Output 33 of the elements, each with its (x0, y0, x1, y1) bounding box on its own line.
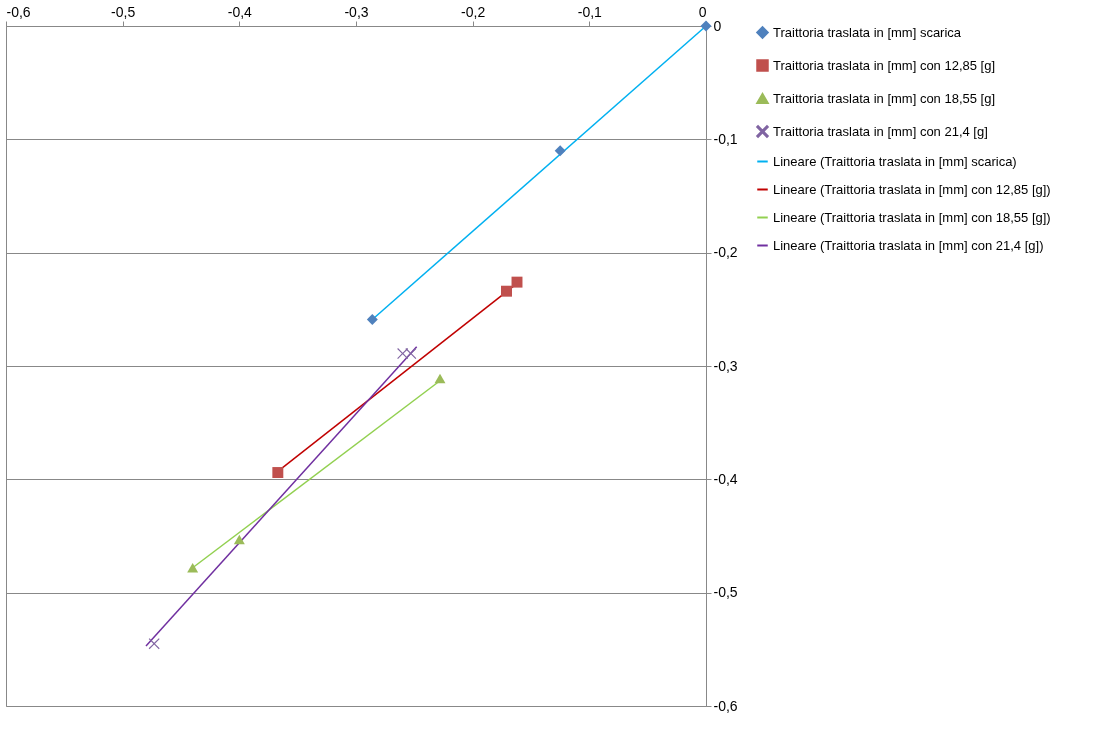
point (233, 534, 245, 545)
point (501, 285, 512, 297)
y-tick-label: -0,3 (713, 357, 738, 374)
legend-label: Lineare (Traittoria traslata in [mm] scarica) (773, 153, 1017, 169)
x-tick-label: -0,1 (577, 3, 603, 20)
point (366, 314, 378, 326)
point (187, 562, 199, 573)
point (700, 20, 712, 32)
legend-label: Traittoria traslata in [mm] con 12,85 [g] (773, 57, 996, 73)
x-tick-label: 0 (698, 3, 707, 20)
point (554, 145, 566, 157)
point (405, 348, 417, 360)
y-tick-label: -0,6 (713, 697, 738, 714)
point (434, 373, 446, 384)
y-tick-label: 0 (713, 17, 722, 34)
legend-label: Lineare (Traittoria traslata in [mm] con 21,4 [g]) (773, 237, 1044, 253)
legend-label: Traittoria traslata in [mm] con 21,4 [g] (773, 123, 988, 139)
legend-label: Traittoria traslata in [mm] scarica (773, 24, 962, 40)
y-tick-label: -0,1 (713, 130, 738, 147)
legend-label: Lineare (Traittoria traslata in [mm] con 12,85 [g]) (773, 181, 1051, 197)
x-tick-label: -0,5 (111, 3, 136, 20)
y-tick-label: -0,2 (713, 244, 738, 261)
legend-label: Traittoria traslata in [mm] con 18,55 [g] (773, 90, 996, 106)
legend-label: Lineare (Traittoria traslata in [mm] con 18,55 [g]) (773, 209, 1051, 225)
y-tick-label: -0,4 (713, 470, 738, 487)
x-tick-label: -0,4 (227, 3, 253, 20)
point (511, 276, 523, 288)
point (148, 638, 160, 650)
x-tick-label: -0,2 (461, 3, 486, 20)
x-tick-label: -0,3 (344, 3, 369, 20)
y-tick-label: -0,5 (713, 584, 738, 601)
point (272, 467, 284, 479)
x-tick-label: -0,6 (6, 3, 31, 20)
